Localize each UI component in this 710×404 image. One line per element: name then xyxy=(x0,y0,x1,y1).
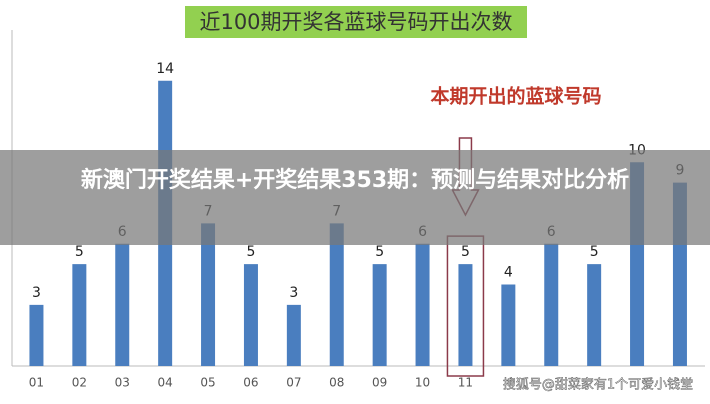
value-label: 14 xyxy=(156,61,174,77)
watermark: 搜狐号@甜菜家有1个可爱小钱堂 xyxy=(503,377,693,393)
value-label: 3 xyxy=(289,285,298,301)
value-label: 3 xyxy=(32,285,41,301)
bar xyxy=(115,243,130,366)
value-label: 5 xyxy=(75,244,84,260)
annotation: 本期开出的蓝球号码 xyxy=(430,85,601,108)
value-label: 5 xyxy=(246,244,255,260)
x-tick-label: 05 xyxy=(200,376,215,390)
banner xyxy=(0,150,710,245)
banner-text-box: 新澳门开奖结果+开奖结果353期：预测与结果对比分析 xyxy=(80,168,630,193)
bar xyxy=(201,223,216,366)
x-tick-label: 04 xyxy=(158,376,173,390)
value-label: 5 xyxy=(375,244,384,260)
bar xyxy=(501,284,516,366)
bar xyxy=(458,264,473,366)
x-tick-label: 02 xyxy=(72,376,87,390)
headline: 新澳门开奖结果+开奖结果353期：预测与结果对比分析 xyxy=(80,168,630,193)
bar xyxy=(243,264,258,366)
x-tick-label: 03 xyxy=(115,376,130,390)
bar xyxy=(286,304,301,366)
bar xyxy=(72,264,87,366)
value-label: 5 xyxy=(590,244,599,260)
x-tick-label: 07 xyxy=(286,376,301,390)
x-tick-label: 09 xyxy=(372,376,387,390)
x-tick-label: 06 xyxy=(243,376,258,390)
x-tick-label: 11 xyxy=(458,376,473,390)
bar xyxy=(415,243,430,366)
value-label: 5 xyxy=(461,244,470,260)
bar xyxy=(587,264,602,366)
bar xyxy=(372,264,387,366)
bar xyxy=(29,304,44,366)
value-label: 4 xyxy=(504,265,513,281)
bar xyxy=(544,243,559,366)
chart-title: 近100期开奖各蓝球号码开出次数 xyxy=(199,10,512,34)
title-box xyxy=(185,6,527,38)
bar xyxy=(329,223,344,366)
x-tick-label: 01 xyxy=(29,376,44,390)
x-tick-label: 08 xyxy=(329,376,344,390)
x-tick-label: 10 xyxy=(415,376,430,390)
